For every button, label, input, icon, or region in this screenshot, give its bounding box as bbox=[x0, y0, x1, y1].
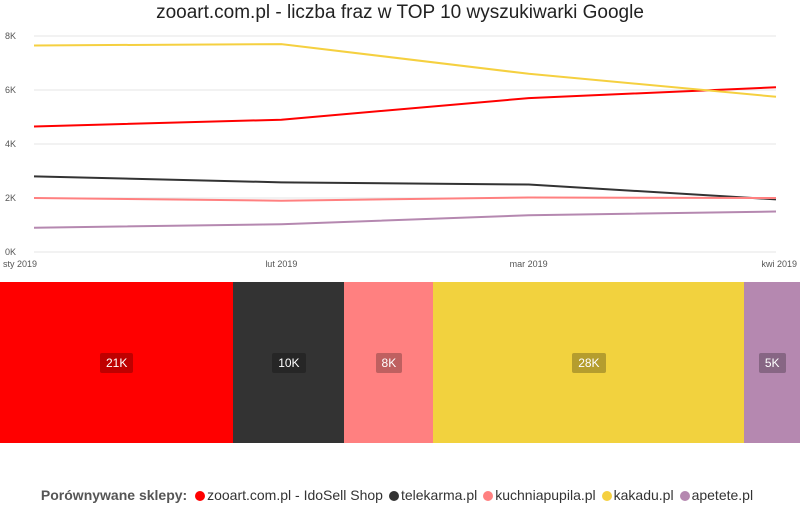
legend-items: zooart.com.pl - IdoSell Shop telekarma.pl… bbox=[195, 487, 759, 503]
treemap-value-label: 5K bbox=[758, 352, 786, 373]
legend-title: Porównywane sklepy: bbox=[40, 487, 188, 503]
legend-dot-icon bbox=[679, 491, 690, 501]
y-tick-label: 0K bbox=[5, 247, 16, 257]
y-tick-label: 8K bbox=[5, 31, 16, 41]
legend-item[interactable]: kakadu.pl bbox=[601, 487, 674, 503]
treemap-block: 10K bbox=[233, 282, 345, 443]
series-line bbox=[33, 86, 777, 128]
legend-item[interactable]: telekarma.pl bbox=[388, 487, 478, 503]
series-line bbox=[33, 43, 777, 98]
y-tick-label: 6K bbox=[5, 85, 16, 95]
series-line bbox=[33, 175, 777, 201]
grid-layer bbox=[34, 35, 776, 253]
treemap-block: 5K bbox=[744, 282, 800, 443]
x-tick-label: sty 2019 bbox=[3, 259, 37, 269]
treemap-value-label: 21K bbox=[99, 352, 134, 373]
line-chart: 0K 2K 4K 6K 8K sty 2019 lut 2019 mar 2019 kwi 2… bbox=[3, 31, 797, 269]
legend-dot-icon bbox=[483, 491, 494, 501]
series-layer bbox=[33, 43, 777, 229]
legend-label: telekarma.pl bbox=[400, 487, 478, 503]
legend-item[interactable]: kuchniapupila.pl bbox=[483, 487, 596, 503]
treemap-block: 8K bbox=[344, 282, 434, 443]
x-axis-labels: sty 2019 lut 2019 mar 2019 kwi 2019 bbox=[3, 259, 797, 269]
treemap-value-label: 10K bbox=[272, 352, 306, 373]
treemap-chart: 21K 10K 8K 28K 5K bbox=[0, 282, 800, 443]
legend-dot-icon bbox=[195, 491, 206, 501]
legend-dot-icon bbox=[388, 491, 399, 501]
legend-label: zooart.com.pl - IdoSell Shop bbox=[207, 487, 383, 503]
y-tick-label: 4K bbox=[5, 139, 16, 149]
legend-label: apetete.pl bbox=[691, 487, 754, 503]
x-tick-label: kwi 2019 bbox=[761, 259, 797, 269]
y-axis-labels: 0K 2K 4K 6K 8K bbox=[5, 31, 16, 257]
legend-dot-icon bbox=[601, 491, 612, 501]
treemap-block: 21K bbox=[0, 282, 234, 443]
legend-label: kakadu.pl bbox=[613, 487, 674, 503]
legend-item[interactable]: zooart.com.pl - IdoSell Shop bbox=[195, 487, 383, 503]
y-tick-label: 2K bbox=[5, 193, 16, 203]
x-tick-label: lut 2019 bbox=[265, 259, 297, 269]
legend-label: kuchniapupila.pl bbox=[495, 487, 596, 503]
treemap-value-label: 28K bbox=[572, 352, 606, 373]
treemap-value-label: 8K bbox=[375, 352, 403, 373]
series-line bbox=[33, 196, 777, 202]
chart-title: zooart.com.pl - liczba fraz w TOP 10 wys… bbox=[156, 2, 644, 23]
legend: Porównywane sklepy: zooart.com.pl - IdoS… bbox=[0, 487, 800, 503]
series-line bbox=[33, 210, 777, 229]
x-tick-label: mar 2019 bbox=[510, 259, 548, 269]
legend-item[interactable]: apetete.pl bbox=[679, 487, 754, 503]
treemap-block: 28K bbox=[433, 282, 745, 443]
